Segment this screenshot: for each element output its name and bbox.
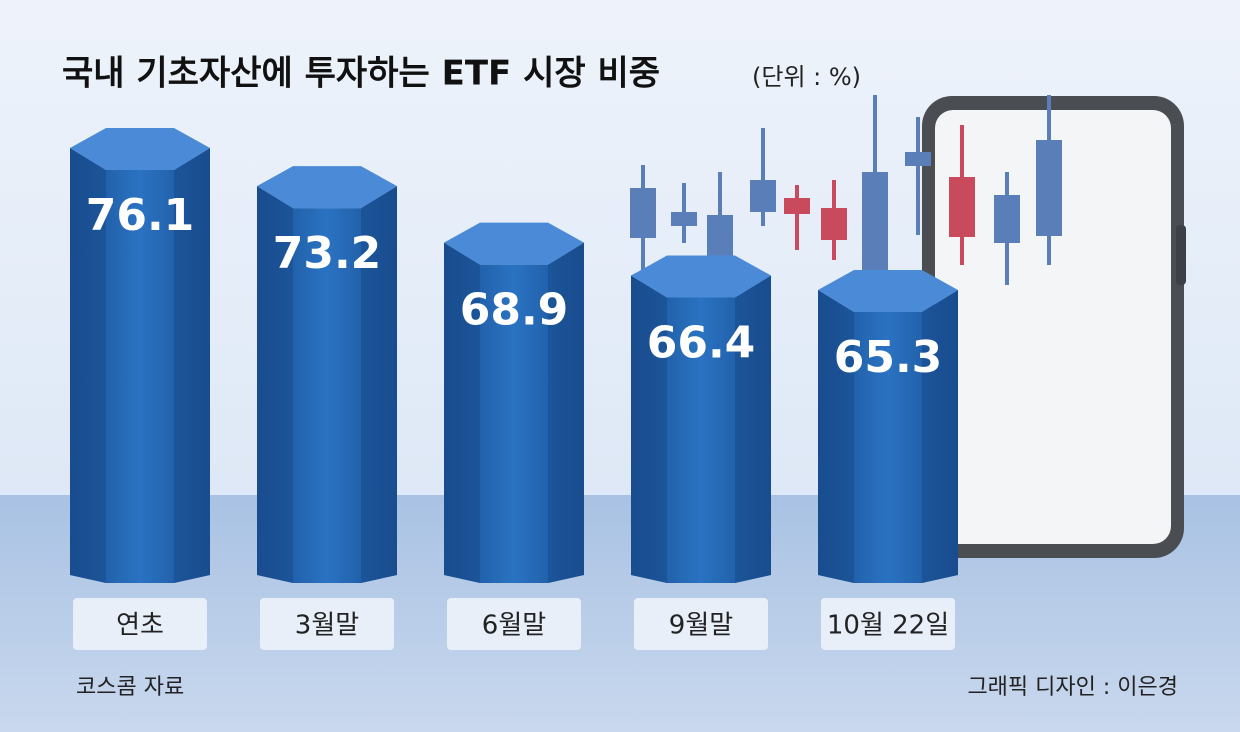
category-box — [73, 598, 207, 650]
bar-top — [631, 255, 771, 298]
bar-top — [70, 128, 210, 170]
bar-side — [70, 148, 106, 583]
x-tick-label: 9월말 — [669, 611, 733, 641]
category-box — [260, 598, 394, 650]
bar-side — [548, 242, 584, 583]
x-tick-label: 6월말 — [482, 611, 546, 641]
value-label: 66.4 — [647, 318, 756, 369]
x-tick-label: 3월말 — [295, 611, 359, 641]
chart-subtitle: (단위 : %) — [752, 63, 861, 91]
value-label: 65.3 — [834, 332, 943, 383]
value-label: 76.1 — [86, 190, 195, 241]
bar-side — [257, 186, 293, 583]
bar-top — [257, 166, 397, 209]
bar-side — [444, 242, 480, 583]
bar-side — [922, 290, 958, 583]
bar-side — [631, 275, 667, 583]
bar-top — [444, 222, 584, 265]
bar-side — [735, 275, 771, 583]
category-box — [447, 598, 581, 650]
bar-side — [174, 148, 210, 583]
credit: 그래픽 디자인 : 이은경 — [967, 675, 1178, 700]
category-box — [821, 598, 955, 650]
value-label: 68.9 — [460, 285, 569, 336]
bar-top — [818, 270, 958, 312]
x-tick-label: 10월 22일 — [827, 611, 949, 641]
candlestick-illustration — [630, 95, 1062, 298]
chart-title: 국내 기초자산에 투자하는 ETF 시장 비중 — [62, 54, 660, 94]
category-box — [634, 598, 768, 650]
x-tick-label: 연초 — [116, 611, 164, 641]
bar-side — [818, 290, 854, 583]
bar-side — [361, 186, 397, 583]
source: 코스콤 자료 — [76, 675, 184, 700]
value-label: 73.2 — [273, 228, 382, 279]
